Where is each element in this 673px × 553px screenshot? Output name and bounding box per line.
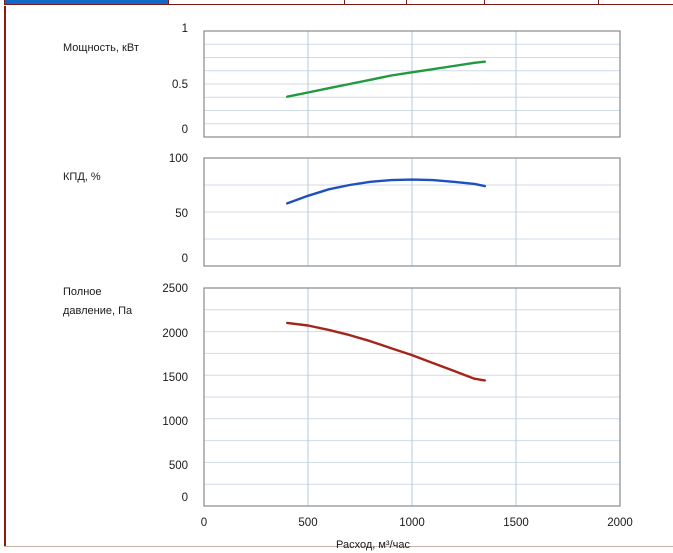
- y-tick: 2500: [162, 283, 188, 295]
- y-tick: 2000: [162, 328, 188, 340]
- tab[interactable]: [344, 0, 406, 5]
- y-tick: 0: [182, 492, 188, 504]
- chart-efficiency: КПД, % 100 50 0: [63, 153, 621, 267]
- series-line: [286, 321, 486, 382]
- x-tick: 1000: [399, 517, 425, 529]
- y-tick: 0: [182, 253, 188, 265]
- y-tick: 0.5: [172, 79, 188, 91]
- ylabel-efficiency: КПД, %: [63, 171, 101, 183]
- y-tick: 0: [182, 124, 188, 136]
- tab[interactable]: [484, 0, 598, 5]
- plot-frame: [203, 30, 621, 138]
- ylabel-power: Мощность, кВт: [63, 42, 139, 54]
- tab[interactable]: [168, 0, 344, 5]
- y-tick: 1000: [162, 416, 188, 428]
- y-tick: 100: [169, 153, 188, 165]
- frame-left-border: [4, 6, 6, 547]
- x-tick: 1500: [503, 517, 529, 529]
- x-tick: 2000: [607, 517, 633, 529]
- ylabel-pressure-line1: Полное: [63, 286, 102, 298]
- y-tick: 1: [182, 23, 188, 35]
- series-line: [286, 60, 486, 98]
- tab[interactable]: [406, 0, 484, 5]
- tab[interactable]: [598, 0, 673, 5]
- chart-pressure: Полное давление, Па 2500 2000 1500 1000 …: [63, 283, 633, 551]
- x-tick: 500: [298, 517, 317, 529]
- frame-bottom-border: [4, 546, 673, 547]
- plot-frame: [203, 287, 621, 507]
- series-line: [286, 178, 486, 205]
- y-tick: 1500: [162, 372, 188, 384]
- tab[interactable]: [4, 0, 168, 5]
- tab-strip: [0, 0, 673, 6]
- y-tick: 50: [175, 208, 188, 220]
- y-tick: 500: [169, 460, 188, 472]
- x-tick: 0: [201, 517, 207, 529]
- plot-frame: [203, 157, 621, 267]
- x-axis-label: Расход, м³/час: [336, 539, 411, 551]
- ylabel-pressure-line2: давление, Па: [63, 305, 133, 317]
- chart-power: Мощность, кВт 1 0.5 0: [63, 23, 621, 138]
